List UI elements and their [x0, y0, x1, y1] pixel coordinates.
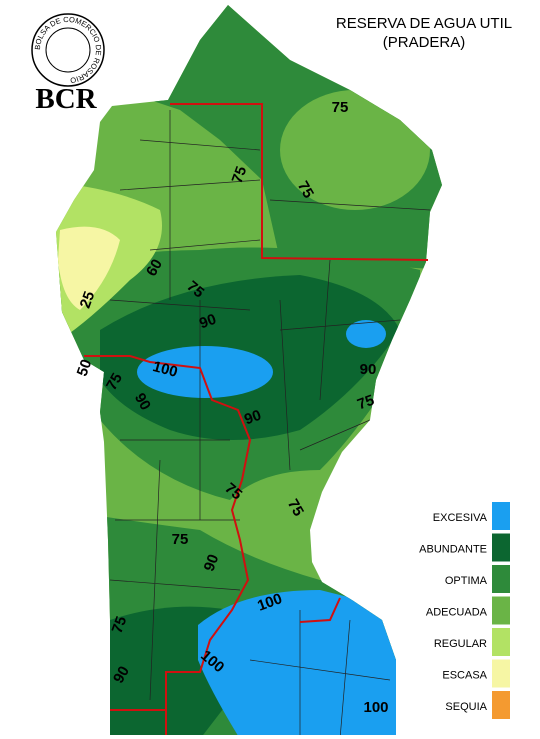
contour-label: 90 — [110, 663, 133, 686]
legend-swatch — [492, 533, 510, 562]
contour-label: 75 — [332, 99, 349, 116]
legend-label: ABUNDANTE — [419, 543, 487, 555]
legend-swatch — [492, 502, 510, 530]
contour-label: 75 — [284, 496, 307, 519]
legend-swatch — [492, 628, 510, 656]
logo-ring — [31, 13, 105, 87]
title: RESERVA DE AGUA UTIL — [336, 15, 512, 32]
logo-text: BCR — [35, 83, 97, 115]
legend-swatch — [492, 691, 510, 719]
contour-label: 50 — [74, 357, 96, 378]
contour-label: 60 — [143, 256, 166, 279]
legend-swatch — [492, 565, 510, 593]
contour-label: 100 — [363, 699, 388, 716]
logo-ring-text: BOLSA DE COMERCIO DE ROSARIO — [33, 15, 103, 85]
legend-label: OPTIMA — [445, 575, 488, 587]
logo-inner — [45, 27, 91, 73]
contour-label: 90 — [360, 361, 377, 378]
contour-label: 90 — [242, 407, 263, 429]
legend: EXCESIVA ABUNDANTE OPTIMA ADECUADA REGULAR ES… — [419, 502, 510, 719]
contour-label: 75 — [109, 614, 131, 635]
legend-label: REGULAR — [434, 638, 487, 650]
contour-label: 75 — [172, 531, 189, 548]
legend-label: ESCASA — [442, 669, 487, 681]
legend-label: EXCESIVA — [433, 512, 488, 524]
legend-swatch — [492, 596, 510, 625]
subtitle: (PRADERA) — [383, 34, 466, 51]
contour-label: 100 — [151, 358, 180, 381]
contour-label: 75 — [294, 178, 317, 201]
contour-label: 90 — [201, 552, 223, 573]
contour-label: 90 — [197, 311, 218, 333]
contour-label: 75 — [103, 370, 126, 393]
logo-ring-path: BOLSA DE COMERCIO DE ROSARIO — [33, 15, 103, 85]
logo: BOLSA DE COMERCIO DE ROSARIO BCR — [31, 13, 105, 115]
legend-label: ADECUADA — [426, 606, 488, 618]
legend-swatch — [492, 659, 510, 688]
contour-label: 90 — [131, 390, 154, 413]
contour-label: 75 — [355, 392, 376, 414]
contour-label: 75 — [229, 164, 251, 185]
contour-label: 25 — [77, 289, 99, 310]
legend-label: SEQUIA — [445, 701, 487, 713]
